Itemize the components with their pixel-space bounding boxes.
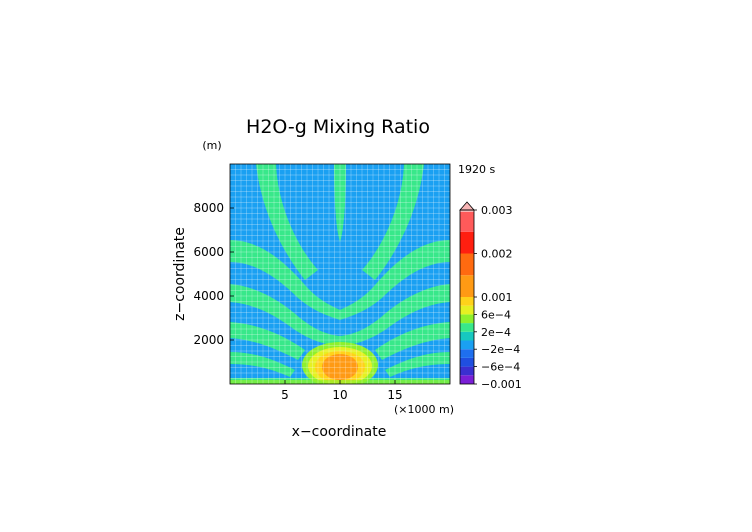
contour-band-green-lower-right-2	[385, 352, 450, 377]
y-tick-label: 4000	[193, 289, 224, 303]
colorbar-label: −0.001	[481, 378, 522, 391]
contour-band-green-lower-left-2	[230, 352, 295, 377]
chart-title: H2O-g Mixing Ratio	[246, 116, 430, 138]
colorbar-segment	[460, 357, 474, 367]
colorbar-segment	[460, 314, 474, 324]
grid-lines	[230, 164, 450, 384]
colorbar-segment	[460, 375, 474, 384]
contour-band-green-lower-left	[230, 322, 305, 360]
colorbar-segment	[460, 331, 474, 341]
y-tick-label: 8000	[193, 201, 224, 215]
colorbar-label: 0.003	[481, 204, 513, 217]
colorbar-segment	[460, 349, 474, 358]
colorbar-label: 0.002	[481, 248, 513, 261]
colorbar-extend-triangle	[459, 201, 475, 211]
colorbar-segment	[460, 275, 474, 297]
x-axis-label: x−coordinate	[292, 424, 387, 440]
colorbar-segment	[460, 366, 474, 376]
x-axis-unit: (×1000 m)	[394, 403, 454, 416]
colorbar-segment	[460, 253, 474, 276]
colorbar-label: −2e−4	[481, 343, 520, 356]
colorbar-segment	[460, 297, 474, 306]
contour-band-green-right-branch-mid	[340, 284, 450, 346]
x-axis-ticks: 5 10 15	[281, 380, 403, 402]
contour-band-green-center-column	[334, 164, 346, 242]
contour-core-orange	[322, 354, 358, 380]
y-axis-ticks: 2000 4000 6000 8000	[193, 201, 234, 347]
colorbar-segment	[460, 210, 474, 212]
contour-band-green-left-branch-mid	[230, 284, 340, 346]
colorbar-segment	[460, 305, 474, 315]
contour-band-green-right-branch-upper	[340, 240, 450, 320]
y-tick-label: 2000	[193, 333, 224, 347]
colorbar-label: 0.001	[481, 291, 513, 304]
contour-band-green-left-column	[256, 164, 318, 280]
x-tick-label: 15	[387, 388, 402, 402]
colorbar-segment	[460, 340, 474, 350]
colorbar-segment	[460, 323, 474, 332]
colorbar: 0.003 0.002 0.001 6e−4 2e−4 −2e−4 −6e−4 −0.001	[459, 201, 522, 391]
y-axis-unit: (m)	[202, 139, 221, 152]
colorbar-label: −6e−4	[481, 361, 520, 374]
colorbar-label: 2e−4	[481, 326, 511, 339]
contour-band-green-left-branch-upper	[230, 240, 340, 320]
colorbar-segment	[460, 210, 474, 232]
colorbar-label: 6e−4	[481, 308, 511, 321]
contour-plot-area: 5 10 15 2000 4000 6000 8000	[193, 163, 451, 402]
colorbar-segment	[460, 231, 474, 254]
y-tick-label: 6000	[193, 245, 224, 259]
time-label: 1920 s	[458, 163, 495, 176]
x-tick-label: 10	[332, 388, 347, 402]
y-axis-label: z−coordinate	[172, 227, 188, 321]
x-tick-label: 5	[281, 388, 289, 402]
contour-band-green-lower-right	[375, 322, 450, 360]
contour-band-green-right-column	[362, 164, 424, 280]
